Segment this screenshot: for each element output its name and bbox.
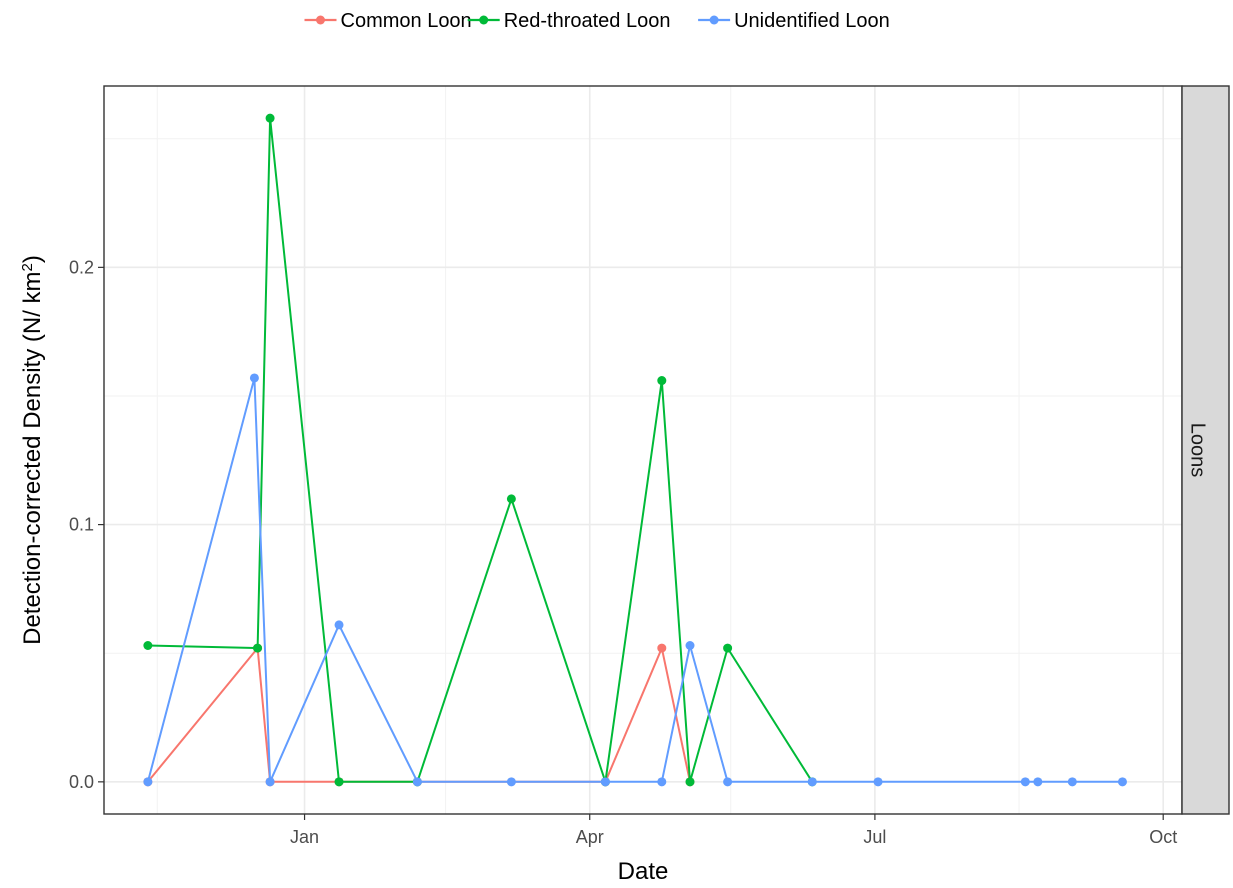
legend-key-point (479, 15, 489, 25)
legend: Common Loon Red-throated Loon Unidentified… (304, 10, 890, 32)
data-point-red-throated-loon (265, 113, 275, 123)
data-point-unidentified-loon (506, 777, 516, 787)
y-axis: 0.0 0.1 0.2 (69, 257, 104, 792)
y-axis-title-main: Detection-corrected Density (N/ km (19, 271, 46, 644)
data-point-unidentified-loon (657, 777, 667, 787)
y-axis-title: Detection-corrected Density (N/ km2) (19, 255, 47, 645)
data-point-unidentified-loon (600, 777, 610, 787)
facet-label: Loons (1187, 423, 1209, 478)
legend-label: Common Loon (341, 10, 472, 32)
x-tick-label: Apr (576, 827, 604, 847)
x-tick-label: Jul (863, 827, 886, 847)
data-point-red-throated-loon (253, 643, 263, 653)
data-point-unidentified-loon (807, 777, 817, 787)
data-point-red-throated-loon (334, 777, 344, 787)
facet-strip: Loons (1181, 85, 1230, 815)
y-tick-label: 0.2 (69, 257, 94, 277)
data-point-unidentified-loon (1117, 777, 1127, 787)
x-axis: Jan Apr Jul Oct (290, 814, 1177, 847)
series-unidentified-loon (143, 373, 1127, 787)
data-point-unidentified-loon (412, 777, 422, 787)
data-point-unidentified-loon (265, 777, 275, 787)
series-group (143, 113, 1127, 787)
legend-key-point (709, 15, 719, 25)
legend-item-unidentified-loon: Unidentified Loon (698, 10, 890, 32)
data-point-red-throated-loon (685, 777, 695, 787)
data-point-unidentified-loon (334, 620, 344, 630)
data-point-common-loon (657, 643, 667, 653)
legend-item-common-loon: Common Loon (304, 10, 472, 32)
x-tick-label: Oct (1149, 827, 1177, 847)
legend-label: Unidentified Loon (734, 10, 890, 32)
data-point-unidentified-loon (685, 641, 695, 651)
data-point-red-throated-loon (506, 494, 516, 504)
data-point-unidentified-loon (723, 777, 733, 787)
y-tick-label: 0.0 (69, 772, 94, 792)
data-point-unidentified-loon (1033, 777, 1043, 787)
legend-label: Red-throated Loon (504, 10, 671, 32)
data-point-unidentified-loon (1020, 777, 1030, 787)
data-point-unidentified-loon (249, 373, 259, 383)
facet-strip-box (1181, 85, 1230, 815)
series-line-unidentified-loon (146, 377, 1123, 783)
legend-key-point (316, 15, 325, 25)
y-tick-label: 0.1 (69, 515, 94, 535)
y-axis-title-superscript: 2 (19, 263, 36, 271)
x-tick-label: Jan (290, 827, 319, 847)
data-point-unidentified-loon (873, 777, 883, 787)
data-point-red-throated-loon (723, 643, 733, 653)
x-axis-title: Date (618, 858, 669, 885)
data-point-red-throated-loon (657, 376, 667, 386)
legend-item-red-throated-loon: Red-throated Loon (467, 10, 671, 32)
y-axis-title-suffix: ) (19, 255, 46, 263)
data-point-unidentified-loon (143, 777, 153, 787)
data-point-unidentified-loon (1067, 777, 1077, 787)
plot-panel (104, 86, 1182, 814)
data-point-red-throated-loon (143, 641, 153, 651)
